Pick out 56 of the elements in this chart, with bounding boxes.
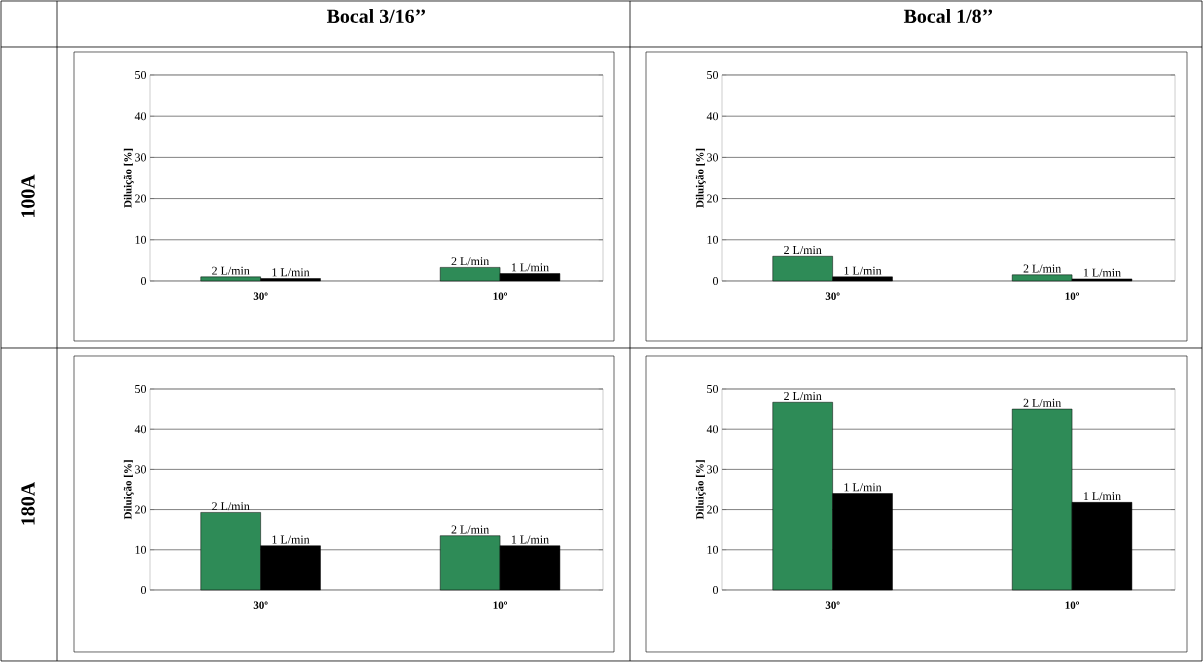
y-tick-label: 50 [707,70,719,80]
x-tick-label: 30º [253,601,268,609]
text: 2 L/min [212,502,250,511]
series-label: 1 L/min [272,268,310,277]
y-axis-title: Diluição [%] [123,148,134,208]
text: 2 L/min [1023,264,1062,273]
text: 1 L/min [1083,492,1121,501]
text: 100A [21,174,35,218]
y-tick-label: 10 [707,235,719,244]
text: 1 L/min [1083,268,1121,277]
y-tick-label: 20 [135,194,147,203]
x-tick-label: 30º [825,292,840,300]
series-label: 1 L/min [844,266,882,275]
y-tick-label: 0 [712,276,719,286]
chart-title: Bocal 3/16’’ [326,8,425,24]
chart-title: Bocal 1/8’’ [903,8,993,24]
y-tick-label: 30 [707,465,719,474]
x-tick-label: 10º [1065,601,1080,609]
y-tick-label: 20 [135,505,147,514]
y-tick-label: 30 [135,465,147,474]
y-tick-label: 0 [140,585,147,595]
y-tick-label: 50 [135,384,147,394]
y-tick-label: 0 [140,276,147,286]
y-tick-label: 20 [707,194,719,203]
y-tick-label: 10 [707,545,719,554]
y-tick-label: 10 [135,235,147,244]
text: 1 L/min [511,535,549,544]
x-tick-label: 10º [493,292,508,300]
y-tick-label: 40 [706,425,719,434]
y-tick-label: 20 [707,505,719,514]
y-tick-label: 40 [706,112,719,121]
series-label: 1 L/min [844,483,882,492]
y-tick-label: 10 [135,545,147,554]
y-tick-label: 50 [135,70,147,80]
y-axis-title: Diluição [%] [695,148,706,208]
y-tick-label: 40 [134,112,147,121]
x-tick-label: 30º [253,292,268,300]
y-tick-label: 0 [712,585,719,595]
y-axis-title: Diluição [%] [123,460,134,520]
series-label: 2 L/min [451,525,490,534]
series-label: 1 L/min [272,535,310,544]
series-label: 2 L/min [784,392,822,401]
y-tick-label: 40 [134,425,147,434]
y-tick-label: 30 [707,153,719,162]
y-tick-label: 50 [707,384,719,394]
y-axis-title: Diluição [%] [695,460,706,520]
x-tick-label: 10º [493,601,508,609]
text: 2 L/min [1023,398,1062,407]
text: 2 L/min [451,257,490,266]
series-label: 2 L/min [212,266,250,275]
text: 180A [21,482,35,525]
series-label: 2 L/min [784,246,822,255]
y-tick-label: 30 [135,153,147,162]
text: 1 L/min [511,263,549,272]
x-tick-label: 10º [1065,292,1080,300]
x-tick-label: 30º [825,601,840,609]
